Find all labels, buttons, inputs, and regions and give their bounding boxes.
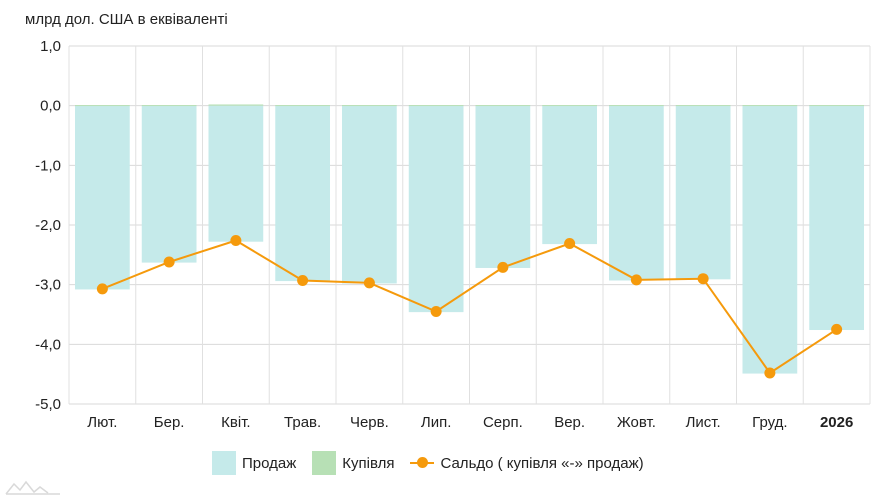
balance-point — [831, 323, 843, 335]
y-axis-unit-label: млрд дол. США в еквіваленті — [25, 11, 228, 28]
x-tick-label: Лют. — [87, 414, 117, 431]
legend-swatch-sales — [212, 451, 236, 475]
balance-point — [230, 235, 242, 247]
legend-item-purchase[interactable]: Купівля — [312, 451, 394, 475]
balance-point — [764, 367, 776, 379]
x-tick-label: Трав. — [284, 414, 321, 431]
x-tick-label: Вер. — [554, 414, 585, 431]
bar-purchase — [275, 105, 330, 107]
x-tick-label: Жовт. — [617, 414, 656, 431]
y-tick-label: 0,0 — [40, 98, 61, 115]
y-tick-label: 1,0 — [40, 38, 61, 55]
bar-sales — [342, 105, 397, 284]
balance-point — [96, 283, 108, 295]
bar-sales — [542, 105, 597, 245]
x-tick-label: Лип. — [421, 414, 452, 431]
x-tick-label: Груд. — [752, 414, 787, 431]
bar-purchase — [609, 105, 664, 107]
x-tick-label: Серп. — [483, 414, 523, 431]
y-tick-label: -3,0 — [35, 277, 61, 294]
balance-point — [363, 277, 375, 289]
y-tick-label: -4,0 — [35, 336, 61, 353]
legend-label-balance: Сальдо ( купівля «-» продаж) — [440, 454, 644, 472]
bar-sales — [275, 105, 330, 282]
legend-label-purchase: Купівля — [342, 454, 395, 472]
bar-sales — [408, 105, 464, 313]
balance-point — [297, 274, 309, 286]
x-tick-label: Лист. — [686, 414, 721, 431]
legend-swatch-balance — [410, 451, 435, 475]
bar-sales — [475, 105, 531, 268]
legend-item-balance[interactable]: Сальдо ( купівля «-» продаж) — [410, 451, 644, 475]
bar-sales — [809, 105, 864, 331]
bar-purchase — [408, 105, 464, 107]
x-tick-label: 2026 — [820, 414, 853, 431]
chart-legend: Продаж Купівля Сальдо ( купівля «-» прод… — [212, 450, 660, 476]
bar-sales — [208, 105, 264, 242]
balance-point — [497, 261, 509, 273]
bar-sales — [609, 105, 664, 281]
x-tick-label: Черв. — [350, 414, 389, 431]
bar-purchase — [475, 105, 531, 107]
bar-purchase — [141, 105, 197, 107]
balance-point — [430, 306, 442, 318]
y-tick-label: -1,0 — [35, 157, 61, 174]
bar-sales — [141, 105, 197, 263]
legend-swatch-purchase — [312, 451, 337, 475]
balance-point — [697, 273, 709, 285]
bar-sales — [742, 105, 798, 374]
bar-purchase — [675, 105, 731, 107]
bar-purchase — [75, 105, 130, 107]
bar-purchase — [809, 105, 864, 107]
legend-item-sales[interactable]: Продаж — [212, 451, 296, 475]
balance-point — [163, 256, 175, 268]
bar-purchase — [208, 104, 264, 106]
bar-purchase — [742, 105, 798, 107]
watermark-logo-icon — [5, 480, 60, 495]
x-tick-label: Квіт. — [221, 414, 250, 431]
bar-sales — [675, 105, 731, 280]
y-tick-label: -5,0 — [35, 396, 61, 413]
y-tick-label: -2,0 — [35, 217, 61, 234]
legend-label-sales: Продаж — [242, 454, 297, 472]
bar-purchase — [542, 105, 597, 107]
bar-sales — [75, 105, 130, 290]
x-tick-label: Бер. — [154, 414, 185, 431]
balance-point — [564, 237, 576, 249]
balance-line — [102, 239, 838, 375]
bar-purchase — [342, 105, 397, 107]
balance-point — [630, 274, 642, 286]
balance-chart: 1,0 0,0 -1,0 -2,0 -3,0 -4,0 -5,0 Лют. Бер. Квіт. Т… — [35, 38, 871, 431]
